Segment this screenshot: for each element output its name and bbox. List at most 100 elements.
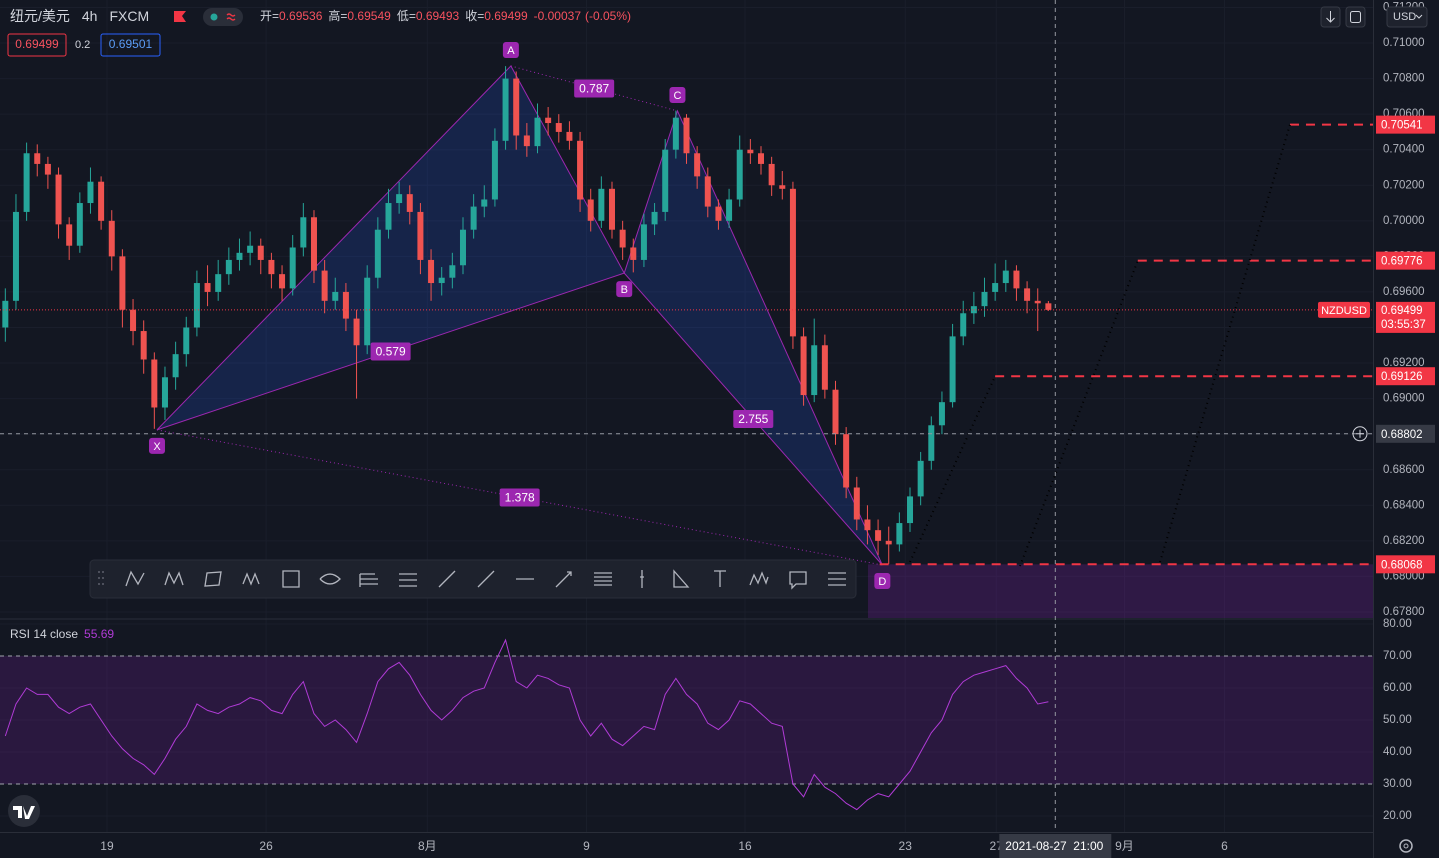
tool-icon[interactable] (242, 572, 260, 586)
candle-body (98, 181, 105, 221)
tool-icon[interactable] (789, 571, 807, 590)
candle-body (310, 217, 317, 271)
point-label: X (153, 441, 161, 453)
rsi-tick-label: 80.00 (1383, 618, 1412, 630)
tool-icon[interactable] (125, 570, 145, 587)
candle-body (545, 117, 552, 124)
y-tick-label: 0.68400 (1383, 499, 1425, 511)
level-label: 0.69126 (1381, 371, 1423, 383)
tool-icon[interactable] (164, 571, 184, 586)
candle-body (55, 174, 62, 225)
candle-body (960, 313, 967, 337)
crosshair-date: 2021-08-27 (1005, 839, 1067, 853)
exchange: FXCM (109, 8, 149, 24)
tool-icon[interactable] (640, 570, 644, 588)
candle-body (342, 291, 349, 319)
interval[interactable]: 4h (82, 8, 98, 24)
candle-body (151, 359, 158, 408)
point-box (874, 573, 891, 590)
tool-icon[interactable] (282, 570, 300, 588)
tool-icon[interactable] (319, 573, 341, 585)
y-tick-label: 0.70000 (1383, 215, 1425, 227)
candle-body (108, 220, 115, 257)
tool-icon[interactable] (477, 570, 495, 588)
y-tick-label: 0.67800 (1383, 606, 1425, 618)
candle-body (587, 199, 594, 221)
level-label: 0.70541 (1381, 120, 1423, 132)
candle-body (608, 188, 615, 230)
ohlc-value: 0.69493 (416, 9, 460, 23)
candle-body (736, 149, 743, 200)
candle-body (396, 194, 403, 204)
y-tick-label: 0.71000 (1383, 37, 1425, 49)
candle-body (193, 283, 200, 328)
status-dot (210, 13, 218, 21)
candle-body (279, 274, 286, 289)
tool-icon[interactable] (673, 569, 690, 588)
currency-button[interactable] (1386, 6, 1428, 28)
settings-hub[interactable] (1403, 843, 1409, 849)
candle-body (34, 153, 41, 164)
candle-body (875, 530, 882, 541)
candle-body (470, 206, 477, 230)
candle-body (66, 224, 73, 246)
candle-body (789, 188, 796, 337)
rsi-tick-label: 40.00 (1383, 746, 1412, 758)
logo-mark (13, 806, 35, 819)
add-alert-plus[interactable] (1356, 429, 1364, 438)
reset-button[interactable] (1345, 6, 1366, 28)
symbol: 纽元/美元 (10, 8, 70, 24)
bid-box[interactable] (7, 33, 67, 57)
candle-body (917, 460, 924, 497)
change-value: -0.00037 (534, 9, 582, 23)
x-tick-label: 9月 (1115, 839, 1134, 853)
tool-icon[interactable] (749, 571, 769, 586)
price-label: 0.69499 (1381, 305, 1423, 317)
ask-box[interactable] (100, 33, 161, 57)
candle-body (683, 117, 690, 154)
reset-icon[interactable] (1350, 11, 1361, 23)
candle-body (1002, 270, 1009, 284)
tool-icon[interactable] (399, 573, 417, 587)
y-tick-label: 0.69600 (1383, 286, 1425, 298)
tool-icon[interactable] (828, 572, 846, 586)
candle-body (843, 434, 850, 488)
candle-body (417, 211, 424, 260)
tool-icon[interactable] (555, 571, 572, 588)
point-box (616, 281, 633, 298)
x-tick-label: 23 (899, 839, 913, 853)
candle-body (598, 188, 605, 221)
candle-body (247, 245, 254, 253)
y-tick-label: 0.70800 (1383, 73, 1425, 85)
candle-body (321, 270, 328, 301)
candle-body (651, 211, 658, 225)
settings-icon[interactable] (1399, 839, 1413, 853)
add-alert[interactable] (1352, 426, 1368, 442)
currency-caret[interactable] (1415, 14, 1423, 19)
rsi-band (0, 656, 1373, 784)
tool-icon[interactable] (438, 570, 456, 588)
candle-body (353, 318, 360, 346)
currency-label[interactable]: USD (1393, 11, 1416, 23)
candle-body (832, 389, 839, 435)
time-axis (0, 832, 1373, 858)
tool-icon[interactable] (714, 570, 726, 587)
level-tag (1376, 367, 1435, 386)
tool-icon[interactable] (594, 572, 612, 586)
drag-handle (102, 583, 104, 585)
candle-body (172, 354, 179, 378)
scroll-icon[interactable] (1326, 11, 1335, 23)
candle-body (502, 78, 509, 141)
candle-body (385, 203, 392, 230)
candle-body (491, 140, 498, 200)
tool-icon[interactable] (204, 571, 222, 587)
x-tick-label: 8月 (418, 839, 437, 853)
ratio-box (574, 79, 615, 98)
ratio-label: 0.579 (376, 345, 406, 359)
rsi-tick-label: 20.00 (1383, 810, 1412, 822)
crosshair-time-tag (999, 834, 1112, 858)
rsi-value: 55.69 (84, 627, 114, 641)
tool-icon[interactable] (359, 573, 378, 587)
candle-body (662, 149, 669, 212)
ratio-box (499, 488, 540, 507)
